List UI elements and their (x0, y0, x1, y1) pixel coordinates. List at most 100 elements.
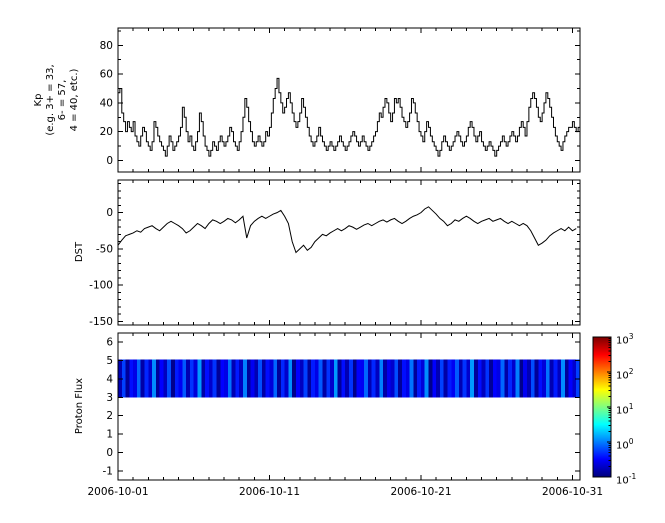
colorbar-gradient-step (593, 355, 611, 357)
flux-column (420, 359, 426, 398)
colorbar-gradient-step (593, 447, 611, 449)
colorbar-gradient-step (593, 380, 611, 382)
kp-index-frame (117, 27, 581, 173)
x-tick-label: 2006-10-21 (390, 486, 452, 498)
flux-column (208, 359, 214, 398)
dst-line (117, 206, 577, 254)
colorbar-gradient-step (593, 473, 611, 475)
proton-flux-axes: 6 5 4 3 2 1 0 -1 (103, 332, 581, 481)
flux-column (174, 359, 180, 398)
colorbar-gradient-step (593, 389, 611, 391)
flux-column (542, 359, 547, 398)
flux-column (189, 359, 195, 398)
colorbar-gradient-step (593, 360, 611, 362)
y-tick-label: 0 (106, 155, 113, 167)
colorbar-gradient-step (593, 339, 611, 341)
colorbar-gradient-step (593, 444, 611, 446)
flux-column (564, 359, 570, 398)
colorbar-gradient-step (593, 387, 611, 389)
colorbar-gradient-step (593, 388, 611, 390)
flux-column (250, 359, 255, 398)
colorbar-gradient-step (593, 436, 611, 438)
flux-column (307, 359, 312, 398)
y-tick-label: 20 (100, 126, 113, 138)
flux-column (568, 359, 574, 398)
colorbar-gradient-step (593, 431, 611, 433)
colorbar-gradient-step (593, 453, 611, 455)
flux-column (136, 359, 142, 398)
flux-column (261, 359, 267, 398)
flux-axis-title: Proton Flux (74, 377, 85, 435)
flux-column (326, 359, 331, 398)
y-tick-label: 0 (106, 447, 113, 459)
flux-column (231, 359, 236, 398)
colorbar-gradient-step (593, 362, 611, 364)
flux-column (413, 359, 418, 398)
colorbar-gradient-step (593, 463, 611, 465)
y-tick-label: 4 (106, 373, 113, 385)
flux-column (398, 359, 403, 398)
colorbar-gradient-step (593, 402, 611, 404)
colorbar-gradient-step (593, 358, 611, 360)
flux-column (273, 359, 278, 398)
colorbar-gradient-step (593, 353, 611, 355)
flux-column (428, 359, 433, 398)
colorbar-gradient-step (593, 341, 611, 343)
flux-column (439, 359, 445, 398)
colorbar-gradient-step (593, 443, 611, 445)
flux-column (224, 359, 229, 398)
flux-column (553, 359, 558, 398)
colorbar-gradient-step (593, 404, 611, 406)
colorbar-gradient-step (593, 470, 611, 472)
colorbar-gradient-step (593, 397, 611, 399)
colorbar-gradient-step (593, 435, 611, 437)
flux-column (379, 359, 384, 398)
colorbar-gradient-step (593, 430, 611, 432)
colorbar-gradient-step (593, 382, 611, 384)
colorbar-gradient-step (593, 368, 611, 370)
flux-column (402, 359, 407, 398)
flux-column (197, 359, 202, 398)
kp-axis-title-line: (e.g. 3+ = 33, (45, 64, 56, 136)
colorbar-gradient-step (593, 439, 611, 441)
y-tick-label: -50 (96, 243, 113, 255)
colorbar-gradient-step (593, 472, 611, 474)
y-tick-label: 40 (100, 97, 113, 109)
colorbar-gradient-step (593, 365, 611, 367)
y-tick-label: 1 (106, 429, 113, 441)
colorbar-gradient-step (593, 376, 611, 378)
colorbar-gradient-step (593, 400, 611, 402)
flux-column (205, 359, 210, 398)
flux-column (375, 359, 380, 398)
colorbar-gradient-step (593, 464, 611, 466)
dst-index-frame (117, 179, 581, 326)
flux-column (333, 359, 339, 398)
flux-column (530, 359, 536, 398)
colorbar-gradient-step (593, 425, 611, 427)
colorbar-gradient-step (593, 421, 611, 423)
y-tick-label: 0 (106, 207, 113, 219)
colorbar-gradient-step (593, 345, 611, 347)
flux-column (265, 359, 271, 398)
colorbar-gradient-step (593, 386, 611, 388)
colorbar-gradient-step (593, 340, 611, 342)
colorbar-gradient-step (593, 458, 611, 460)
flux-column (269, 359, 274, 398)
colorbar-gradient-step (593, 337, 611, 339)
colorbar-gradient-step (593, 392, 611, 394)
colorbar-gradient-step (593, 432, 611, 434)
flux-column (470, 359, 475, 398)
flux-column (227, 359, 233, 398)
flux-column (155, 359, 161, 398)
y-tick-label: -150 (89, 316, 113, 328)
colorbar-gradient-step (593, 452, 611, 454)
colorbar-gradient-step (593, 369, 611, 371)
flux-column (121, 359, 127, 398)
colorbar-gradient-step (593, 413, 611, 415)
colorbar-gradient-step (593, 449, 611, 451)
colorbar-gradient-step (593, 441, 611, 443)
flux-column (349, 359, 354, 398)
kp-axis-title: Kp (e.g. 3+ = 33, 6- = 57, 4 = 40, etc.) (33, 45, 81, 155)
colorbar-gradient-step (593, 384, 611, 386)
